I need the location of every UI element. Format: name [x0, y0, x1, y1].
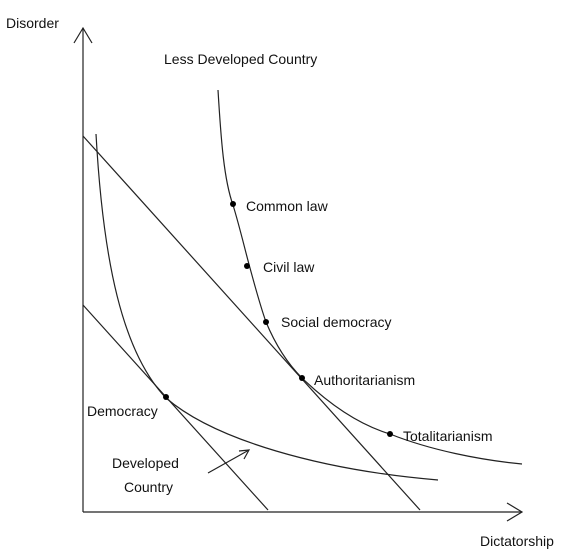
- authoritarianism-label: Authoritarianism: [314, 372, 415, 388]
- less-developed-country-label: Less Developed Country: [164, 51, 317, 67]
- y-axis-label: Disorder: [6, 15, 59, 31]
- y-axis-arrowhead: [73, 26, 93, 44]
- civil-law-point: [244, 263, 250, 269]
- democracy-point: [163, 394, 169, 400]
- developed-country-label-line2: Country: [124, 479, 173, 495]
- common-law-point: [230, 201, 236, 207]
- x-axis-label: Dictatorship: [480, 533, 554, 549]
- developed-country-label-line1: Developed: [112, 455, 179, 471]
- developed-label-pointer: [207, 449, 250, 474]
- developed-label-pointer-head: [238, 449, 251, 460]
- social-democracy-label: Social democracy: [281, 314, 392, 330]
- democracy-label: Democracy: [87, 403, 158, 419]
- developed-ipf-curve: [95, 133, 439, 481]
- social-democracy-point: [263, 319, 269, 325]
- developed-tangent-line: [82, 304, 269, 511]
- axes: [73, 26, 524, 522]
- less-developed-tangent-line: [82, 135, 421, 511]
- common-law-label: Common law: [246, 198, 329, 214]
- totalitarianism-label: Totalitarianism: [403, 428, 492, 444]
- x-axis-arrowhead: [506, 502, 524, 522]
- authoritarianism-point: [299, 375, 305, 381]
- totalitarianism-point: [387, 431, 393, 437]
- civil-law-label: Civil law: [263, 259, 315, 275]
- less-developed-ipf-curve: [217, 89, 523, 465]
